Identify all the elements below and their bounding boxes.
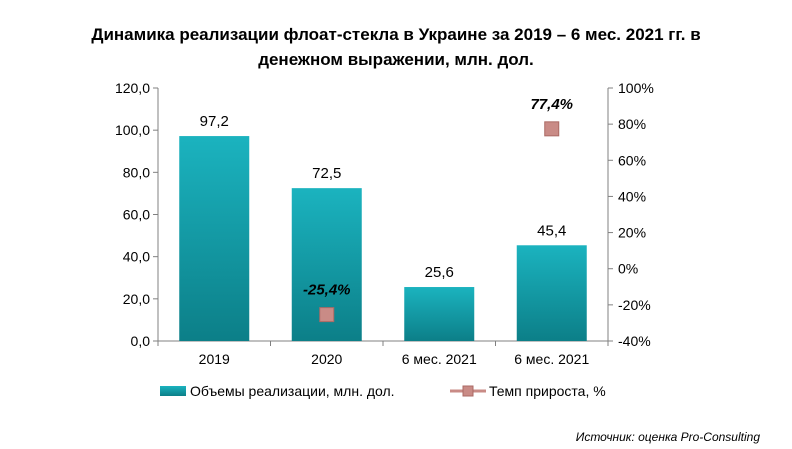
left-axis-tick-label: 80,0: [123, 164, 150, 180]
right-y-axis: -40% -20% 0% 20% 40% 60% 80% 100%: [607, 80, 654, 349]
left-y-axis: 0,0 20,0 40,0 60,0 80,0 100,0 120,0: [115, 80, 159, 349]
bar: [404, 287, 475, 341]
bar-value-label: 72,5: [312, 165, 341, 182]
chart-title-line-2: денежном выражении, млн. дол.: [258, 50, 534, 69]
growth-value-label: -25,4%: [303, 282, 351, 299]
right-axis-tick-label: 80%: [618, 116, 646, 132]
bar: [179, 136, 250, 341]
x-axis-tick-label: 2019: [199, 351, 230, 367]
right-axis-tick-label: -20%: [618, 297, 651, 313]
bar-value-label: 25,6: [425, 264, 454, 281]
marker-series: -25,4% 77,4%: [303, 96, 573, 323]
x-axis: 2019 2020 6 мес. 2021 6 мес. 2021: [157, 340, 609, 367]
legend-label-markers: Темп прироста, %: [489, 383, 606, 399]
left-axis-tick-label: 60,0: [123, 207, 150, 223]
legend: Объемы реализации, млн. дол. Темп прирос…: [160, 383, 606, 399]
legend-label-bars: Объемы реализации, млн. дол.: [190, 383, 395, 399]
right-axis-tick-label: 60%: [618, 152, 646, 168]
growth-value-label: 77,4%: [530, 96, 573, 113]
bar-value-label: 45,4: [537, 222, 566, 239]
source-note: Источник: оценка Pro-Consulting: [576, 430, 761, 444]
left-axis-tick-label: 20,0: [123, 291, 150, 307]
legend-marker-swatch: [462, 385, 474, 397]
x-axis-tick-label: 2020: [311, 351, 342, 367]
x-axis-tick-label: 6 мес. 2021: [402, 351, 477, 367]
left-axis-tick-label: 0,0: [131, 333, 151, 349]
right-axis-tick-label: -40%: [618, 333, 651, 349]
right-axis-tick-label: 100%: [618, 80, 654, 96]
bar-value-label: 97,2: [200, 113, 229, 130]
legend-bar-swatch: [160, 386, 186, 396]
bar: [516, 245, 587, 341]
right-axis-tick-label: 40%: [618, 188, 646, 204]
left-axis-tick-label: 120,0: [115, 80, 150, 96]
chart-title-line-1: Динамика реализации флоат-стекла в Украи…: [91, 25, 700, 44]
growth-marker: [544, 121, 560, 137]
right-axis-tick-label: 20%: [618, 225, 646, 241]
left-axis-tick-label: 100,0: [115, 122, 150, 138]
x-axis-tick-label: 6 мес. 2021: [514, 351, 589, 367]
right-axis-tick-label: 0%: [618, 261, 638, 277]
left-axis-tick-label: 40,0: [123, 249, 150, 265]
bar-series: 97,2 72,5 25,6 45,4: [179, 113, 587, 341]
growth-marker: [319, 307, 335, 323]
